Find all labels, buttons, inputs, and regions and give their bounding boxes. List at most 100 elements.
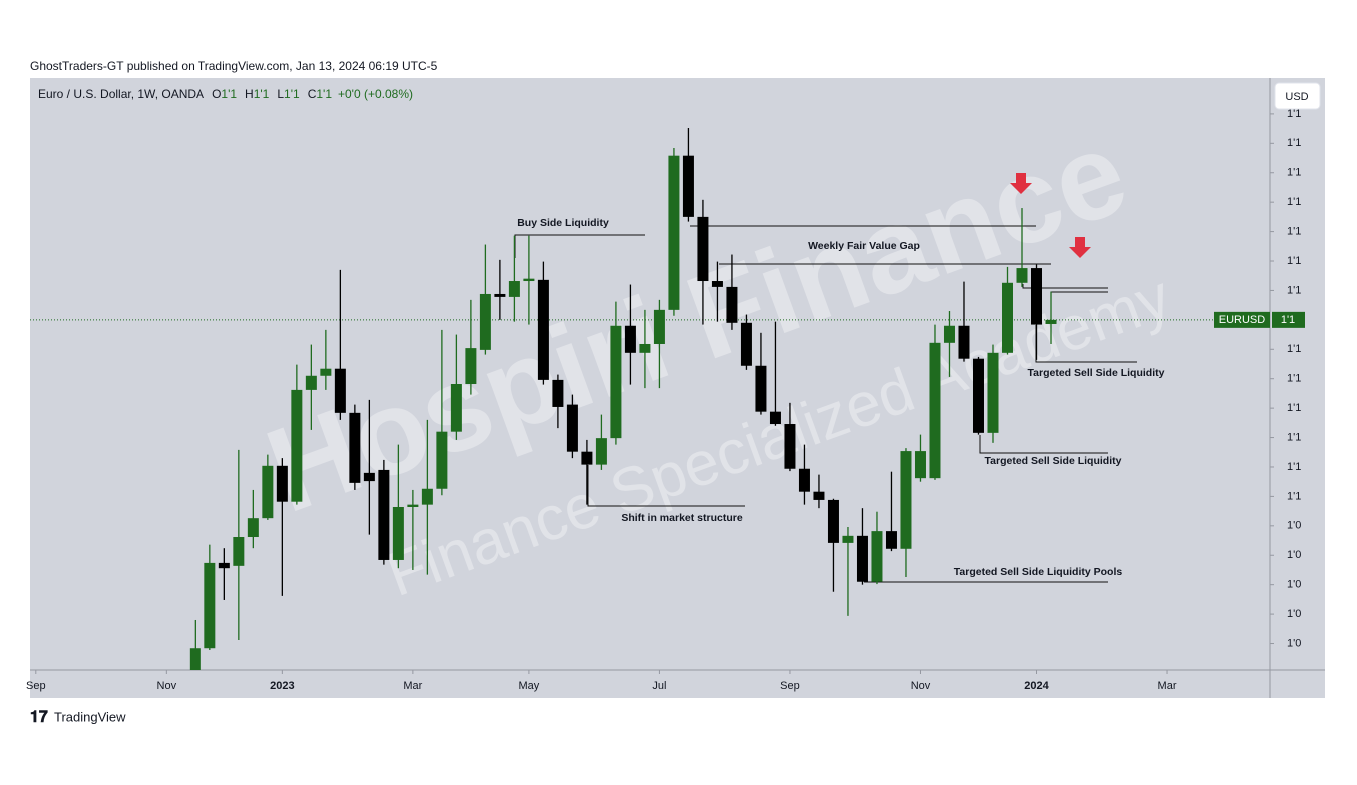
candle-body <box>407 504 419 507</box>
y-tick-label: 1'1 <box>1287 225 1301 237</box>
candle-body <box>1016 268 1028 283</box>
currency-button[interactable] <box>1274 82 1321 110</box>
y-tick-label: 1'1 <box>1287 490 1301 502</box>
annotation: Buy Side Liquidity <box>517 217 609 229</box>
published-line: GhostTraders-GT published on TradingView… <box>30 59 438 73</box>
candle-body <box>813 491 825 500</box>
annotation: Targeted Sell Side Liquidity Pools <box>954 566 1123 578</box>
candle-body <box>784 424 796 469</box>
plot <box>30 128 1270 670</box>
candle-body <box>697 216 709 282</box>
ohlc-legend: Euro / U.S. Dollar, 1W, OANDA O1'1 H1'1 L1'… <box>38 87 413 101</box>
candle-body <box>247 518 259 538</box>
legend-key: L <box>277 87 284 101</box>
y-tick-label: 1'1 <box>1287 196 1301 208</box>
y-tick-label: 1'0 <box>1287 579 1301 591</box>
candle-body <box>450 384 462 432</box>
candle-body <box>436 431 448 489</box>
candle-body <box>856 535 868 582</box>
candle-body <box>204 562 216 649</box>
candle-body <box>740 322 752 366</box>
x-tick-label: Nov <box>157 680 177 692</box>
currency-label[interactable]: USD <box>1285 91 1308 103</box>
y-tick-label: 1'0 <box>1287 549 1301 561</box>
candle-body <box>682 155 694 217</box>
candle-body <box>552 379 564 407</box>
annotation: Shift in market structure <box>621 512 743 524</box>
candle-body <box>653 309 665 344</box>
y-tick-label: 1'1 <box>1287 108 1301 120</box>
candle-body <box>479 293 491 350</box>
x-tick-label: Sep <box>780 680 800 692</box>
candle-body <box>610 325 622 439</box>
candle-body <box>334 368 346 413</box>
legend-value: 1'1 <box>221 87 237 101</box>
x-tick-label: Nov <box>911 680 931 692</box>
candle-body <box>827 499 839 543</box>
candle-body <box>508 281 520 297</box>
candle-body <box>972 358 984 433</box>
y-tick-label: 1'1 <box>1287 431 1301 443</box>
annotation: Targeted Sell Side Liquidity <box>1028 367 1165 379</box>
candle-body <box>581 451 593 465</box>
legend-key: C <box>308 87 317 101</box>
legend-value: 1'1 <box>316 87 332 101</box>
candle-body <box>842 535 854 543</box>
y-tick-label: 1'1 <box>1287 343 1301 355</box>
candle-body <box>1031 268 1043 325</box>
candle-body <box>276 465 288 502</box>
legend-value: 1'1 <box>284 87 300 101</box>
candle-body <box>798 468 810 492</box>
y-tick-label: 1'1 <box>1287 373 1301 385</box>
legend-key: O <box>212 87 221 101</box>
candle-body <box>885 531 897 549</box>
candle-body <box>755 365 767 412</box>
brand-name: TradingView <box>54 709 126 724</box>
candle-body <box>421 488 433 505</box>
candle-body <box>305 375 317 390</box>
y-tick-label: 1'1 <box>1287 461 1301 473</box>
candle-body <box>711 281 723 287</box>
x-tick-label: Jul <box>652 680 666 692</box>
candle-body <box>987 352 999 433</box>
x-tick-label: Mar <box>403 680 422 692</box>
candle-body <box>349 412 361 483</box>
x-tick-label: Sep <box>26 680 46 692</box>
candle-body <box>363 472 375 482</box>
candle-body <box>320 368 332 376</box>
candle-body <box>291 389 303 502</box>
candle-body <box>392 506 404 560</box>
candle-body <box>1001 282 1013 353</box>
y-tick-label: 1'1 <box>1287 167 1301 179</box>
last-price-label: 1'1 <box>1281 314 1295 326</box>
candle-body <box>378 469 390 560</box>
candle-body <box>1045 319 1057 324</box>
x-tick-label: May <box>519 680 540 692</box>
down-arrow <box>1010 173 1032 194</box>
y-tick-label: 1'1 <box>1287 255 1301 267</box>
annotation: Targeted Sell Side Liquidity <box>985 455 1122 467</box>
candle-body <box>537 279 549 380</box>
candle-body <box>218 562 230 569</box>
candle-body <box>639 343 651 353</box>
annotation: Weekly Fair Value Gap <box>808 240 920 252</box>
candle-body <box>668 155 680 310</box>
candle-body <box>958 325 970 359</box>
candle-body <box>914 451 926 479</box>
candle-body <box>465 348 477 385</box>
candle-body <box>233 537 245 566</box>
legend-change: +0'0 (+0.08%) <box>338 87 413 101</box>
last-price-tag <box>1272 311 1305 328</box>
x-tick-label: 2024 <box>1024 680 1049 692</box>
candle-body <box>769 411 781 425</box>
brand-logo: 𝟏𝟕 <box>30 709 48 726</box>
candle-body <box>726 286 738 323</box>
annotation-line <box>1022 284 1108 289</box>
symbol-label: EURUSD <box>1219 314 1266 326</box>
candle-body <box>929 342 941 479</box>
x-tick-label: 2023 <box>270 680 294 692</box>
candle-body <box>566 404 578 452</box>
legend-key: H <box>245 87 254 101</box>
y-tick-label: 1'1 <box>1287 402 1301 414</box>
